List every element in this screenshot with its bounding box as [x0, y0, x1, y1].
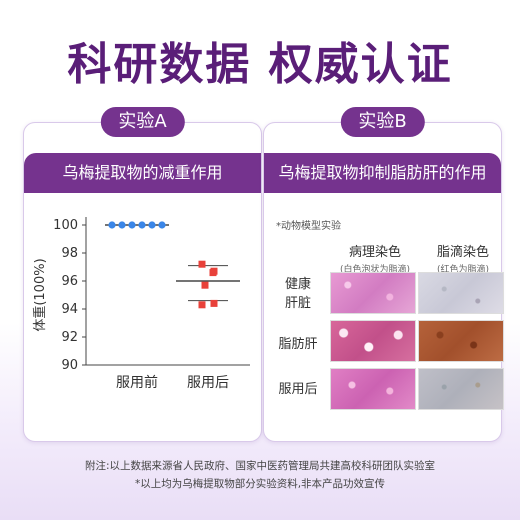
data-point-before [148, 221, 156, 229]
column-pathology-sub: (白色泡状为脂滴) [339, 265, 411, 275]
y-axis-label: 体重(100%) [32, 258, 48, 331]
y-tick-label-100: 100 [53, 218, 78, 233]
x-category-label: 服用后 [187, 375, 229, 391]
microscopy-fatty-pathology [330, 320, 416, 362]
data-point-before [108, 221, 116, 229]
column-pathology-title: 病理染色 [348, 245, 401, 260]
experiment-a-pill: 实验A [100, 107, 185, 137]
microscopy-healthy-lipid [418, 272, 504, 314]
row-label-healthy-line1: 健康 [284, 277, 311, 292]
data-point-after [198, 301, 206, 309]
row-label-after: 服用后 [278, 382, 318, 397]
microscopy-after-lipid [418, 368, 504, 410]
y-tick-label-98: 98 [61, 246, 78, 261]
column-pathology-header: 病理染色 (白色泡状为脂滴) [334, 241, 416, 275]
x-category-label: 服用前 [116, 374, 158, 391]
data-point-before [128, 221, 136, 229]
column-lipid-header: 脂滴染色 (红色为脂滴) [422, 241, 504, 275]
data-point-before [138, 221, 146, 229]
animal-model-note: *动物模型实验 [276, 221, 341, 232]
data-point-before [118, 221, 126, 229]
row-label-healthy-line2: 肝脏 [284, 296, 311, 311]
data-point-after [210, 299, 218, 307]
footer-disclaimer: *以上均为乌梅提取物部分实验资料,非本产品功效宣传 [134, 478, 386, 490]
microscopy-after-pathology [330, 368, 416, 410]
data-point-after [198, 260, 206, 268]
y-tick-label-92: 92 [61, 330, 78, 345]
experiment-b-title: 乌梅提取物抑制脂肪肝的作用 [264, 153, 501, 193]
footer-source-note: 附注:以上数据来源省人民政府、国家中医药管理局共建高校科研团队实验室 [84, 460, 436, 472]
data-point-after [201, 281, 209, 289]
experiment-a-panel: 乌梅提取物的减重作用 实验A 90 92 94 96 98 100 体重(100%) 服用前 服… [23, 107, 262, 442]
data-point-after [210, 267, 218, 275]
data-point-before [158, 221, 166, 229]
experiment-a-title: 乌梅提取物的减重作用 [24, 153, 261, 193]
weight-chart: 90 92 94 96 98 100 体重(100%) 服用前 服用后 [32, 217, 250, 391]
experiment-b-pill: 实验B [340, 107, 425, 137]
row-label-fatty-liver: 脂肪肝 [278, 337, 318, 352]
microscopy-healthy-pathology [330, 272, 416, 314]
y-tick-label-90: 90 [61, 358, 78, 373]
microscopy-fatty-lipid [418, 320, 504, 362]
y-tick-label-96: 96 [61, 274, 78, 289]
column-lipid-title: 脂滴染色 [436, 245, 489, 260]
headline: 科研数据 权威认证 [67, 39, 453, 90]
experiment-b-panel: 乌梅提取物抑制脂肪肝的作用 实验B *动物模型实验 病理染色 (白色泡状为脂滴)… [263, 107, 504, 442]
y-tick-label-94: 94 [61, 302, 78, 317]
row-label-healthy: 健康 肝脏 [270, 273, 326, 311]
column-lipid-sub: (红色为脂滴) [436, 265, 490, 275]
